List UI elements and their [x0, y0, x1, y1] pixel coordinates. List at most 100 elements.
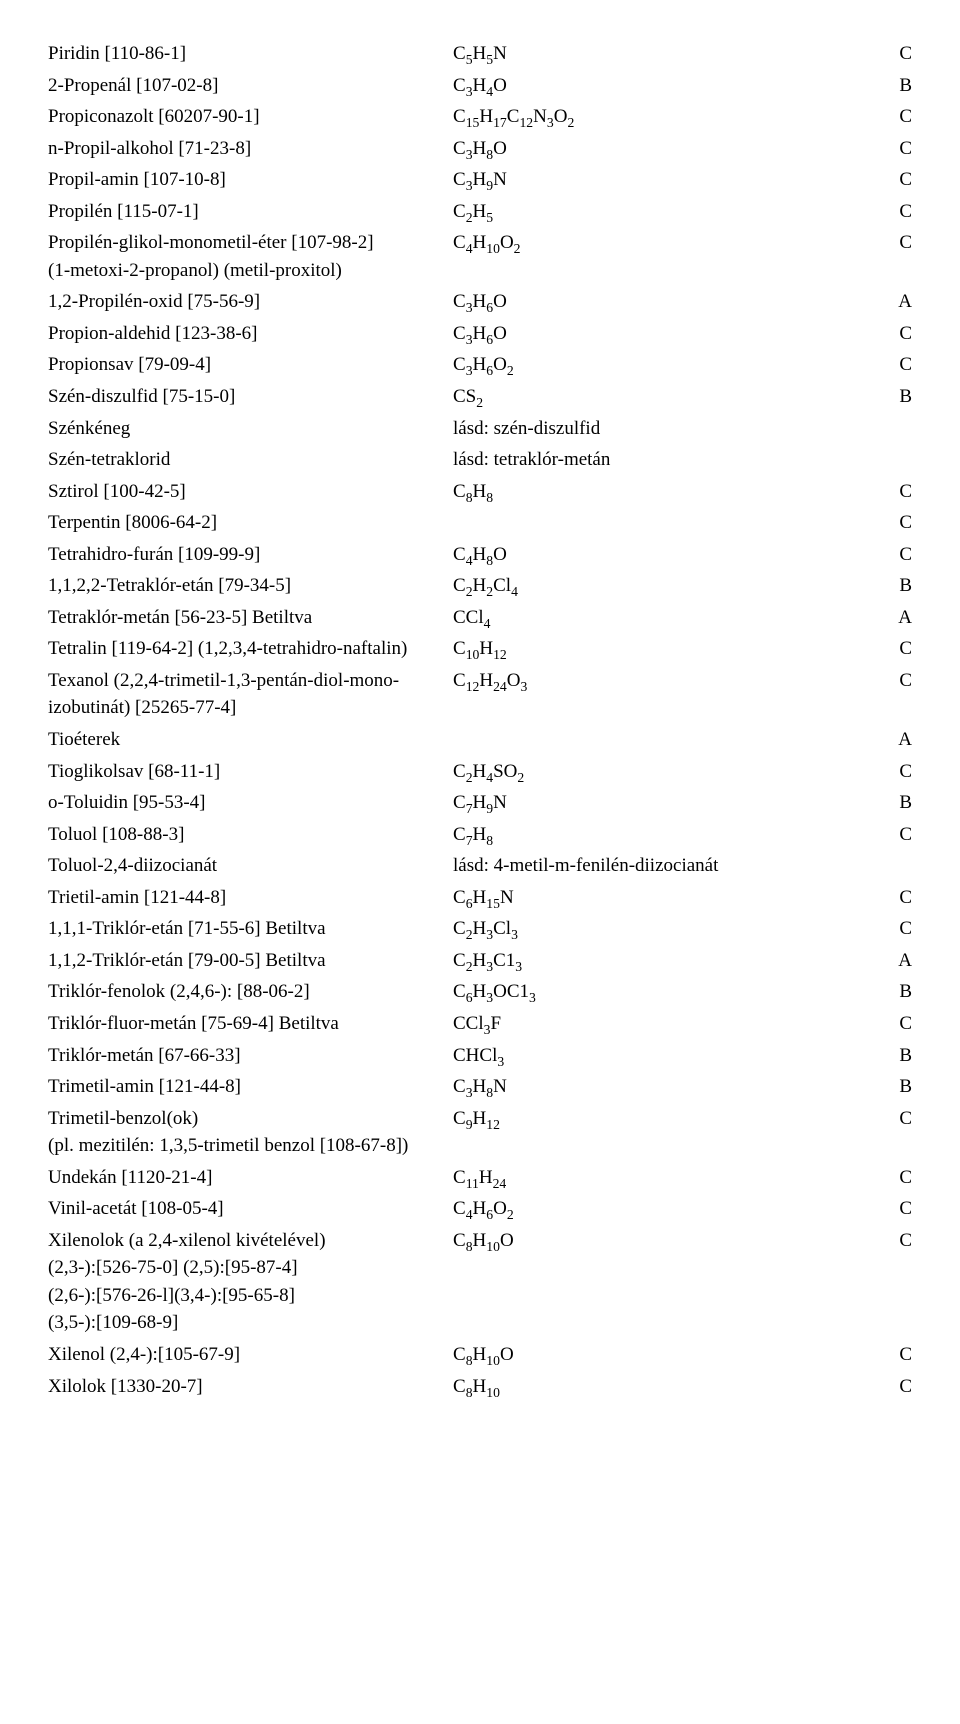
chemical-formula: C5H5N [453, 40, 833, 68]
table-row: Vinil-acetát [108-05-4]C4H6O2C [48, 1195, 912, 1223]
chemical-formula: C3H8O [453, 135, 833, 163]
chemical-formula: C6H15N [453, 884, 833, 912]
table-row: Piridin [110-86-1]C5H5NC [48, 40, 912, 68]
classification-letter: C [882, 1373, 912, 1401]
chemical-formula: C4H8O [453, 541, 833, 569]
chemical-name: Undekán [1120-21-4] [48, 1164, 453, 1192]
classification-letter: C [882, 915, 912, 943]
chemical-name: Triklór-metán [67-66-33] [48, 1042, 453, 1070]
classification-letter: A [882, 726, 912, 754]
table-row: Triklór-fluor-metán [75-69-4] BetiltvaCC… [48, 1010, 912, 1038]
chemical-name: Szén-diszulfid [75-15-0] [48, 383, 453, 411]
classification-letter: A [882, 604, 912, 632]
classification-letter: A [882, 288, 912, 316]
chemical-name: Xilenolok (a 2,4-xilenol kivételével)(2,… [48, 1227, 453, 1337]
classification-letter: B [882, 789, 912, 817]
chemical-name: 1,2-Propilén-oxid [75-56-9] [48, 288, 453, 316]
table-row: Trietil-amin [121-44-8]C6H15N C [48, 884, 912, 912]
chemical-formula: C11H24 [453, 1164, 833, 1192]
table-row: Propilén [115-07-1]C2H5C [48, 198, 912, 226]
classification-letter: C [882, 229, 912, 257]
chemical-formula: C3H6O [453, 288, 833, 316]
chemical-name: 1,1,2-Triklór-etán [79-00-5] Betiltva [48, 947, 453, 975]
classification-letter: C [882, 1105, 912, 1133]
chemical-formula: C2H2Cl4 [453, 572, 833, 600]
table-row: 1,1,2,2-Tetraklór-etán [79-34-5]C2H2Cl4B [48, 572, 912, 600]
classification-letter: C [882, 351, 912, 379]
chemical-formula: C2H5 [453, 198, 833, 226]
table-row: Triklór-fenolok (2,4,6-): [88-06-2]C6H3O… [48, 978, 912, 1006]
table-row: o-Toluidin [95-53-4]C7H9N B [48, 789, 912, 817]
chemical-name: 2-Propenál [107-02-8] [48, 72, 453, 100]
chemical-name: Xilenol (2,4-):[105-67-9] [48, 1341, 453, 1369]
table-row: Trimetil-amin [121-44-8]C3H8NB [48, 1073, 912, 1101]
chemical-formula: C6H3OC13 [453, 978, 833, 1006]
chemical-name: 1,1,1-Triklór-etán [71-55-6] Betiltva [48, 915, 453, 943]
chemical-formula: C2H4SO2 [453, 758, 833, 786]
chemical-name: Trimetil-amin [121-44-8] [48, 1073, 453, 1101]
classification-letter: C [882, 884, 912, 912]
classification-letter: B [882, 383, 912, 411]
chemical-name: Toluol-2,4-diizocianát [48, 852, 453, 880]
classification-letter: C [882, 509, 912, 537]
classification-letter: C [882, 635, 912, 663]
chemical-name: Propiconazolt [60207-90-1] [48, 103, 453, 131]
chemical-formula: CHCl3 [453, 1042, 833, 1070]
classification-letter: C [882, 821, 912, 849]
chemical-formula: C2H3C13 [453, 947, 833, 975]
table-row: Toluol-2,4-diizocianátlásd: 4-metil-m-fe… [48, 852, 912, 880]
chemical-name: Tetraklór-metán [56-23-5] Betiltva [48, 604, 453, 632]
chemical-formula: C8H8 [453, 478, 833, 506]
chemical-formula: C15H17C12N3O2 [453, 103, 833, 131]
table-row: Xilolok [1330-20-7]C8H10 C [48, 1373, 912, 1401]
table-row: Szén-tetrakloridlásd: tetraklór-metán [48, 446, 912, 474]
classification-letter: C [882, 40, 912, 68]
chemical-formula: C8H10O [453, 1227, 833, 1255]
chemical-formula: CCl3F [453, 1010, 833, 1038]
chemical-name: Vinil-acetát [108-05-4] [48, 1195, 453, 1223]
chemical-name: Toluol [108-88-3] [48, 821, 453, 849]
table-row: 1,1,1-Triklór-etán [71-55-6] BetiltvaC2H… [48, 915, 912, 943]
chemical-name: Trietil-amin [121-44-8] [48, 884, 453, 912]
chemical-formula: C9H12 [453, 1105, 833, 1133]
table-row: Sztirol [100-42-5]C8H8C [48, 478, 912, 506]
chemical-name: o-Toluidin [95-53-4] [48, 789, 453, 817]
chemical-name: Sztirol [100-42-5] [48, 478, 453, 506]
table-row: Tetraklór-metán [56-23-5] BetiltvaCCl4A [48, 604, 912, 632]
chemical-formula: C7H9N [453, 789, 833, 817]
table-row: Trimetil-benzol(ok)(pl. mezitilén: 1,3,5… [48, 1105, 912, 1160]
classification-letter: C [882, 1164, 912, 1192]
chemical-name: Texanol (2,2,4-trimetil-1,3-pentán-diol-… [48, 667, 453, 722]
table-row: Triklór-metán [67-66-33]CHCl3B [48, 1042, 912, 1070]
chemical-name: Triklór-fluor-metán [75-69-4] Betiltva [48, 1010, 453, 1038]
chemical-name: Xilolok [1330-20-7] [48, 1373, 453, 1401]
chemical-formula: C3H8N [453, 1073, 833, 1101]
chemical-name: Terpentin [8006-64-2] [48, 509, 453, 537]
chemical-formula: lásd: 4-metil-m-fenilén-diizocianát [453, 852, 833, 880]
chemical-name: Propionsav [79-09-4] [48, 351, 453, 379]
classification-letter: C [882, 320, 912, 348]
chemical-formula: C4H10O2 [453, 229, 833, 257]
chemical-name: Trimetil-benzol(ok)(pl. mezitilén: 1,3,5… [48, 1105, 453, 1160]
chemical-formula: C4H6O2 [453, 1195, 833, 1223]
chemical-name: Propion-aldehid [123-38-6] [48, 320, 453, 348]
table-row: n-Propil-alkohol [71-23-8]C3H8OC [48, 135, 912, 163]
chemical-formula: C3H6O [453, 320, 833, 348]
chemical-name: Szénkéneg [48, 415, 453, 443]
chemical-name: Tetrahidro-furán [109-99-9] [48, 541, 453, 569]
classification-letter: C [882, 198, 912, 226]
chemical-formula: CS2 [453, 383, 833, 411]
chemical-formula: C7H8 [453, 821, 833, 849]
table-row: Tetrahidro-furán [109-99-9]C4H8O C [48, 541, 912, 569]
classification-letter: B [882, 72, 912, 100]
chemical-formula: C3H4O [453, 72, 833, 100]
chemical-formula: C8H10 [453, 1373, 833, 1401]
table-row: Texanol (2,2,4-trimetil-1,3-pentán-diol-… [48, 667, 912, 722]
chemical-formula: C12H24O3 [453, 667, 833, 695]
classification-letter: C [882, 667, 912, 695]
classification-letter: C [882, 541, 912, 569]
chemical-table: Piridin [110-86-1]C5H5NC2-Propenál [107-… [48, 40, 912, 1400]
chemical-formula: C3H6O2 [453, 351, 833, 379]
classification-letter: C [882, 1227, 912, 1255]
classification-letter: B [882, 978, 912, 1006]
